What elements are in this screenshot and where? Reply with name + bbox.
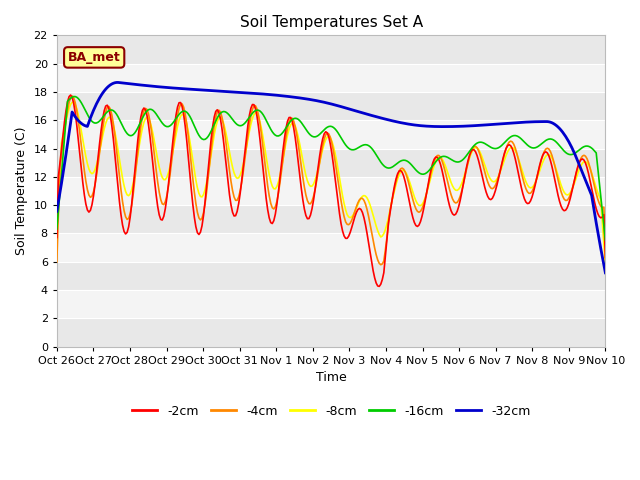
-8cm: [602, 262, 609, 268]
-8cm: [122, 189, 129, 194]
-8cm: [573, 175, 580, 180]
-2cm: [246, 113, 253, 119]
-2cm: [218, 125, 226, 131]
-8cm: [294, 134, 302, 140]
-4cm: [236, 188, 244, 193]
-16cm: [71, 94, 79, 99]
-16cm: [53, 226, 61, 232]
-16cm: [218, 109, 226, 115]
-8cm: [246, 129, 253, 134]
Line: -2cm: -2cm: [57, 95, 605, 287]
-2cm: [53, 235, 61, 240]
Y-axis label: Soil Temperature (C): Soil Temperature (C): [15, 127, 28, 255]
-32cm: [122, 81, 129, 86]
Bar: [57, 92, 605, 120]
-16cm: [236, 123, 244, 129]
-4cm: [246, 122, 253, 128]
Bar: [57, 262, 605, 290]
Bar: [57, 205, 605, 233]
Line: -16cm: -16cm: [57, 96, 605, 240]
-4cm: [377, 262, 385, 267]
-16cm: [573, 149, 580, 155]
-32cm: [573, 155, 580, 160]
Bar: [57, 233, 605, 262]
Bar: [57, 64, 605, 92]
Line: -32cm: -32cm: [57, 83, 605, 273]
-16cm: [602, 237, 609, 243]
Text: BA_met: BA_met: [68, 51, 120, 64]
-32cm: [294, 95, 302, 101]
Bar: [57, 290, 605, 318]
-2cm: [236, 190, 244, 196]
-16cm: [122, 129, 129, 134]
-4cm: [602, 239, 609, 245]
Bar: [57, 149, 605, 177]
Title: Soil Temperatures Set A: Soil Temperatures Set A: [239, 15, 422, 30]
Line: -4cm: -4cm: [57, 96, 605, 264]
-2cm: [122, 231, 129, 237]
-32cm: [218, 88, 226, 94]
-4cm: [218, 114, 226, 120]
-4cm: [68, 93, 76, 99]
Legend: -2cm, -4cm, -8cm, -16cm, -32cm: -2cm, -4cm, -8cm, -16cm, -32cm: [127, 400, 535, 423]
-32cm: [53, 208, 61, 214]
-8cm: [236, 172, 244, 178]
-8cm: [53, 234, 61, 240]
-2cm: [376, 284, 383, 289]
X-axis label: Time: Time: [316, 372, 346, 384]
-2cm: [67, 92, 74, 98]
-4cm: [294, 142, 302, 147]
Bar: [57, 318, 605, 347]
-32cm: [114, 80, 122, 85]
-4cm: [122, 214, 129, 220]
-32cm: [236, 89, 244, 95]
-2cm: [574, 164, 582, 169]
-32cm: [602, 270, 609, 276]
Bar: [57, 36, 605, 64]
-2cm: [294, 159, 302, 165]
-8cm: [70, 99, 77, 105]
-16cm: [246, 114, 253, 120]
-8cm: [218, 116, 226, 122]
-4cm: [574, 164, 582, 170]
Bar: [57, 177, 605, 205]
Bar: [57, 120, 605, 149]
Line: -8cm: -8cm: [57, 102, 605, 265]
-4cm: [53, 259, 61, 265]
-32cm: [246, 90, 253, 96]
-2cm: [602, 255, 609, 261]
-16cm: [294, 117, 302, 122]
